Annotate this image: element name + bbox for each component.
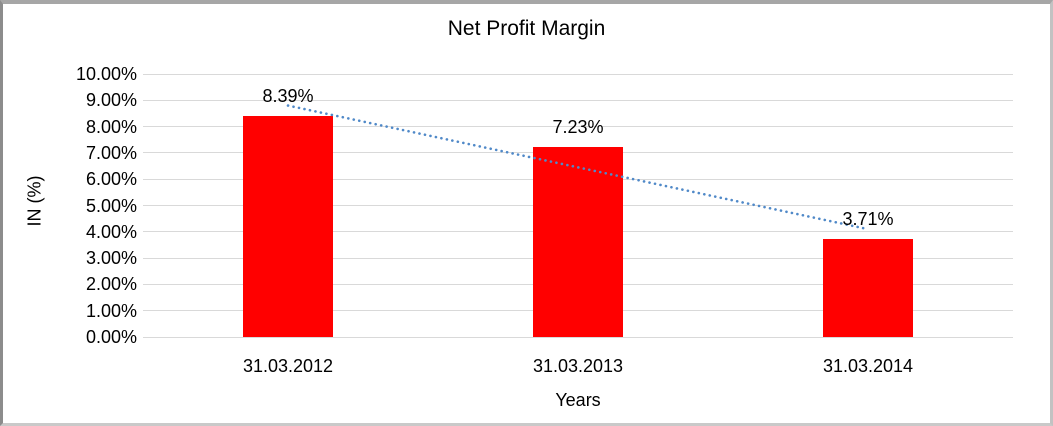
bar-value-label: 3.71% — [842, 209, 894, 230]
y-tick-label: 10.00% — [75, 64, 137, 84]
bar-value-label: 7.23% — [552, 116, 604, 137]
y-tick-label: 3.00% — [85, 248, 137, 269]
y-tick-label: 4.00% — [85, 221, 137, 242]
y-tick-label: 8.00% — [85, 116, 137, 137]
y-tick-label: 9.00% — [85, 90, 137, 111]
y-gridline — [143, 73, 1013, 75]
bar-value-label: 8.39% — [262, 86, 314, 107]
y-tick-label: 2.00% — [85, 274, 137, 295]
chart-title: Net Profit Margin — [447, 17, 606, 40]
x-axis-title: Years — [555, 390, 601, 410]
y-tick-label: 0.00% — [85, 327, 137, 347]
x-tick-label: 31.03.2014 — [822, 356, 914, 376]
bar — [533, 146, 623, 337]
y-tick-label: 7.00% — [85, 142, 137, 163]
y-tick-label: 5.00% — [85, 195, 137, 216]
bar — [823, 239, 913, 337]
bar — [243, 116, 333, 337]
y-axis-title: IN (%) — [24, 175, 45, 227]
x-tick-label: 31.03.2013 — [532, 356, 624, 376]
y-tick-label: 6.00% — [85, 169, 137, 190]
x-tick-label: 31.03.2012 — [242, 356, 334, 376]
y-tick-label: 1.00% — [85, 300, 137, 321]
y-gridline — [143, 99, 1013, 101]
y-gridline — [143, 336, 1013, 338]
